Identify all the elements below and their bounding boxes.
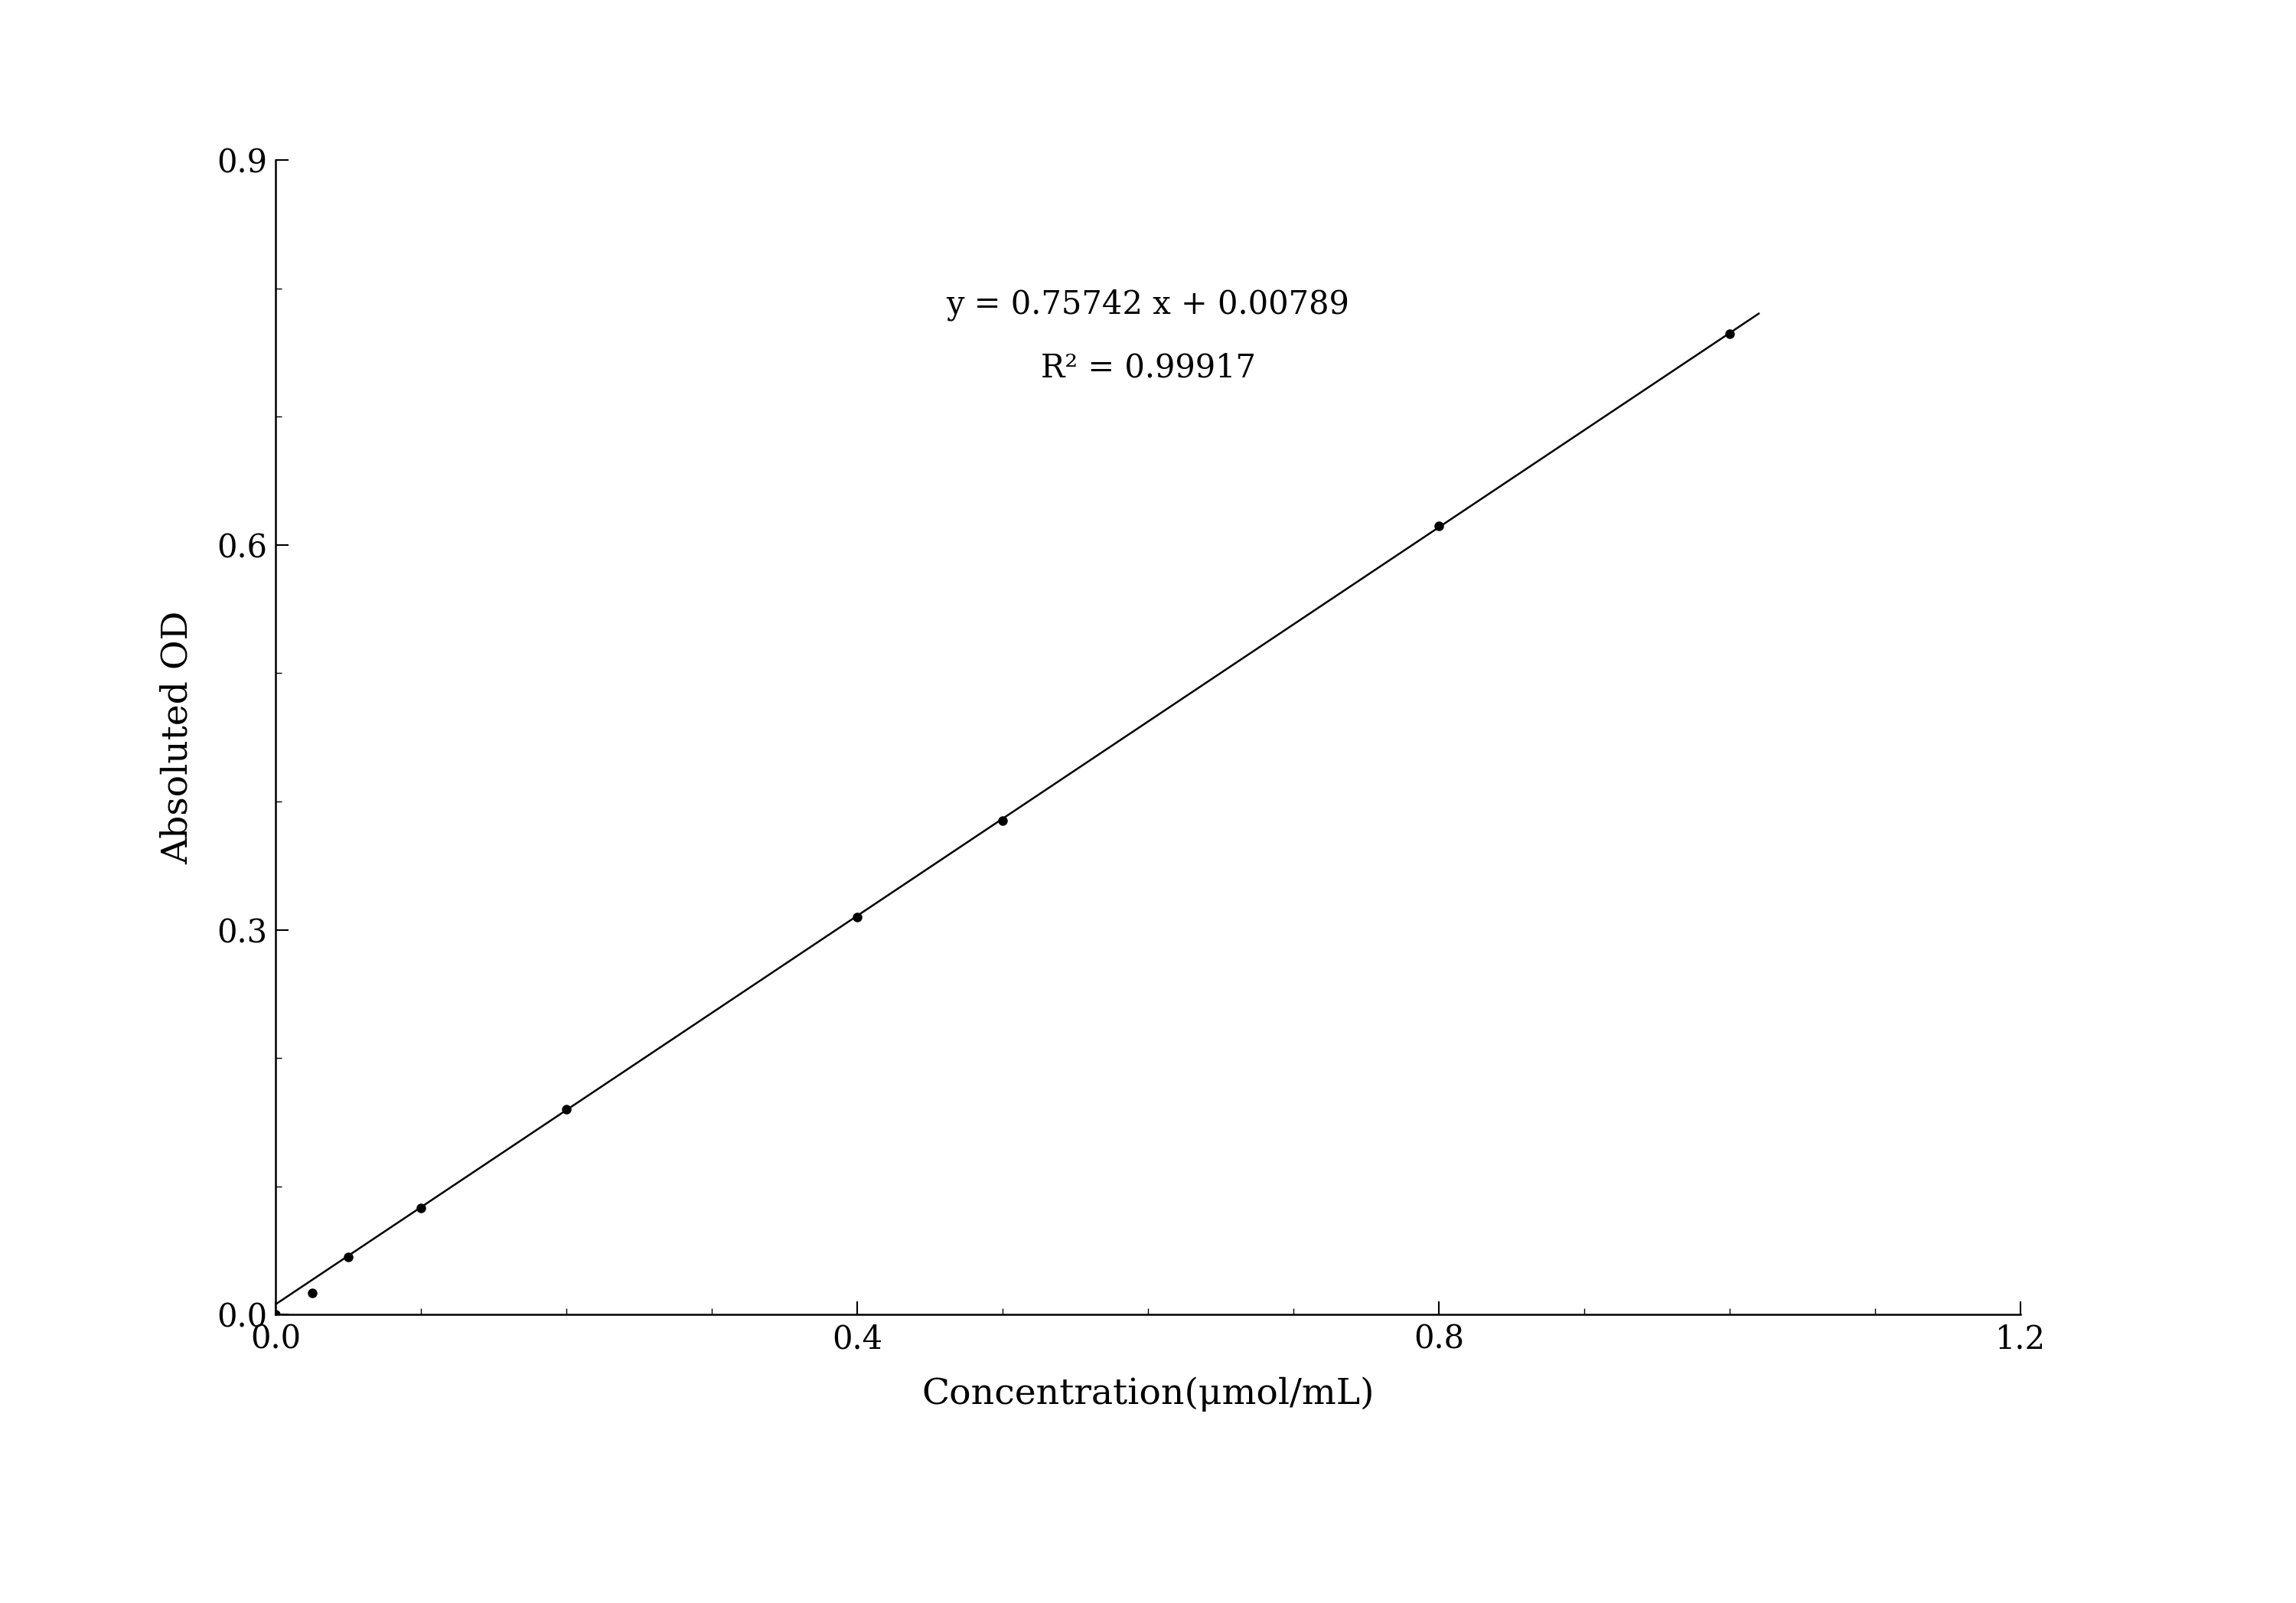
Point bbox=[402, 1196, 439, 1221]
X-axis label: Concentration(μmol/mL): Concentration(μmol/mL) bbox=[921, 1377, 1375, 1411]
Point bbox=[1421, 513, 1458, 539]
Point bbox=[294, 1279, 331, 1305]
Y-axis label: Absoluted OD: Absoluted OD bbox=[161, 611, 195, 864]
Point bbox=[331, 1244, 367, 1270]
Point bbox=[257, 1302, 294, 1327]
Point bbox=[1711, 321, 1747, 346]
Point bbox=[549, 1096, 585, 1122]
Text: R² = 0.99917: R² = 0.99917 bbox=[1040, 353, 1256, 385]
Text: y = 0.75742 x + 0.00789: y = 0.75742 x + 0.00789 bbox=[946, 289, 1350, 321]
Point bbox=[985, 808, 1022, 834]
Point bbox=[838, 904, 875, 930]
